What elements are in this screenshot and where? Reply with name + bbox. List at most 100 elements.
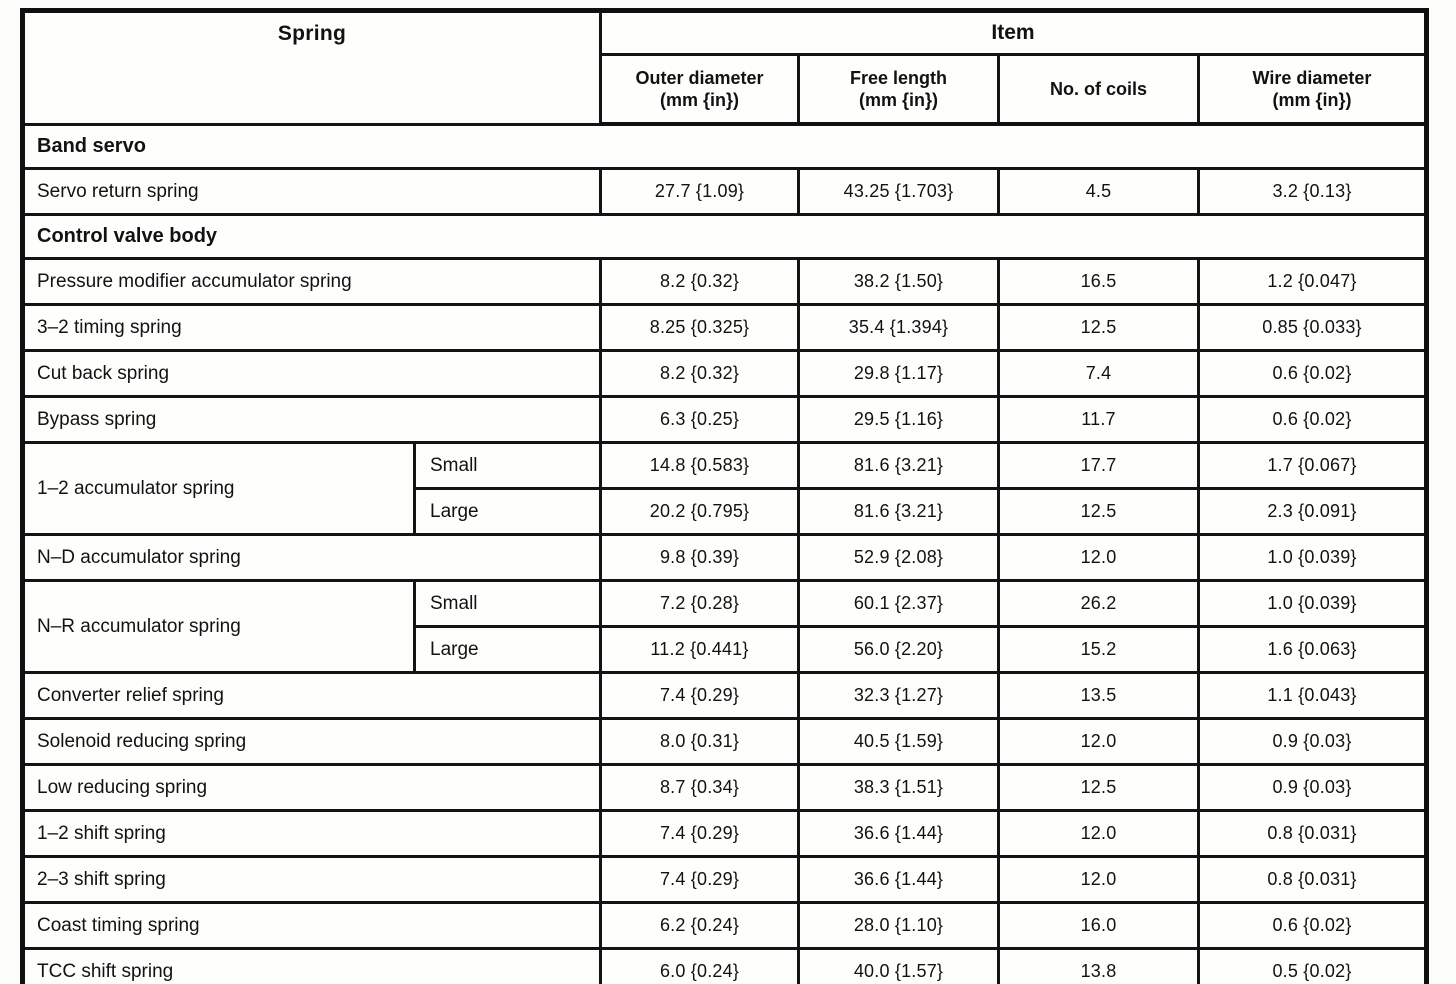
wire-diameter-cell: 1.7 {0.067} [1197, 441, 1428, 490]
spring-name-cell: Cut back spring [21, 349, 602, 398]
spring-name-cell: Coast timing spring [21, 901, 602, 950]
free-length-cell: 28.0 {1.10} [797, 901, 1000, 950]
wire-diameter-header: Wire diameter (mm {in}) [1197, 53, 1428, 126]
section-row: Control valve body [21, 213, 1428, 260]
no-of-coils-cell: 12.0 [997, 533, 1200, 582]
free-length-label: Free length [849, 67, 947, 88]
no-of-coils-label: No. of coils [1049, 78, 1147, 99]
table-row: Servo return spring 27.7 {1.09} 43.25 {1… [21, 167, 1428, 216]
free-length-cell: 81.6 {3.21} [797, 441, 1000, 490]
free-length-cell: 40.5 {1.59} [797, 717, 1000, 766]
no-of-coils-cell: 13.5 [997, 671, 1200, 720]
wire-diameter-cell: 0.85 {0.033} [1197, 303, 1428, 352]
wire-diameter-cell: 2.3 {0.091} [1197, 487, 1428, 536]
spring-name-cell: 2–3 shift spring [21, 855, 602, 904]
wire-diameter-cell: 0.5 {0.02} [1197, 947, 1428, 984]
wire-diameter-label: Wire diameter [1252, 67, 1372, 88]
no-of-coils-cell: 17.7 [997, 441, 1200, 490]
spring-column-header: Spring [21, 9, 602, 126]
no-of-coils-cell: 16.5 [997, 257, 1200, 306]
table-row: N–R accumulator spring Small 7.2 {0.28} … [21, 579, 1428, 674]
wire-diameter-cell: 0.9 {0.03} [1197, 763, 1428, 812]
no-of-coils-cell: 12.5 [997, 303, 1200, 352]
free-length-cell: 32.3 {1.27} [797, 671, 1000, 720]
table-row: 2–3 shift spring 7.4 {0.29} 36.6 {1.44} … [21, 855, 1428, 904]
table-row: Large 20.2 {0.795} 81.6 {3.21} 12.5 2.3 … [23, 487, 1428, 536]
wire-diameter-cell: 1.0 {0.039} [1197, 533, 1428, 582]
spring-name-cell: TCC shift spring [21, 947, 602, 984]
wire-diameter-cell: 0.8 {0.031} [1197, 855, 1428, 904]
spring-name-cell: Servo return spring [21, 167, 602, 216]
wire-diameter-cell: 1.0 {0.039} [1197, 579, 1428, 628]
no-of-coils-cell: 12.5 [997, 763, 1200, 812]
outer-diameter-cell: 7.4 {0.29} [599, 809, 800, 858]
outer-diameter-header: Outer diameter (mm {in}) [599, 53, 800, 126]
no-of-coils-cell: 16.0 [997, 901, 1200, 950]
no-of-coils-header: No. of coils [997, 53, 1200, 126]
outer-diameter-cell: 14.8 {0.583} [599, 441, 800, 490]
table-row: 3–2 timing spring 8.25 {0.325} 35.4 {1.3… [21, 303, 1428, 352]
wire-diameter-cell: 1.2 {0.047} [1197, 257, 1428, 306]
free-length-cell: 43.25 {1.703} [797, 167, 1000, 216]
no-of-coils-cell: 12.0 [997, 809, 1200, 858]
outer-diameter-cell: 7.2 {0.28} [599, 579, 800, 628]
outer-diameter-label: Outer diameter [635, 67, 764, 88]
outer-diameter-cell: 8.7 {0.34} [599, 763, 800, 812]
spring-spec-table: Spring Item Outer diameter (mm {in}) Fre… [20, 8, 1429, 984]
no-of-coils-cell: 12.0 [997, 717, 1200, 766]
no-of-coils-cell: 15.2 [997, 625, 1200, 674]
free-length-cell: 36.6 {1.44} [797, 855, 1000, 904]
free-length-cell: 52.9 {2.08} [797, 533, 1000, 582]
table-row: Low reducing spring 8.7 {0.34} 38.3 {1.5… [21, 763, 1428, 812]
spring-size-cell: Small [413, 579, 602, 628]
wire-diameter-cell: 1.1 {0.043} [1197, 671, 1428, 720]
spring-name-cell: N–R accumulator spring [21, 579, 416, 674]
wire-diameter-cell: 0.6 {0.02} [1197, 349, 1428, 398]
free-length-unit: (mm {in}) [858, 90, 938, 110]
table-row: Pressure modifier accumulator spring 8.2… [21, 257, 1428, 306]
table-row: 1–2 shift spring 7.4 {0.29} 36.6 {1.44} … [21, 809, 1428, 858]
spring-name-cell: N–D accumulator spring [21, 533, 602, 582]
wire-diameter-cell: 0.8 {0.031} [1197, 809, 1428, 858]
free-length-cell: 81.6 {3.21} [797, 487, 1000, 536]
spring-size-cell: Large [413, 625, 602, 674]
no-of-coils-cell: 4.5 [997, 167, 1200, 216]
spring-name-cell: Bypass spring [21, 395, 602, 444]
outer-diameter-unit: (mm {in}) [659, 90, 739, 110]
header-row-top: Spring Item [21, 9, 1428, 126]
free-length-cell: 29.5 {1.16} [797, 395, 1000, 444]
free-length-header: Free length (mm {in}) [797, 53, 1000, 126]
outer-diameter-cell: 8.2 {0.32} [599, 349, 800, 398]
spring-size-cell: Large [413, 487, 602, 536]
no-of-coils-cell: 11.7 [997, 395, 1200, 444]
wire-diameter-cell: 0.9 {0.03} [1197, 717, 1428, 766]
table-row: Large 11.2 {0.441} 56.0 {2.20} 15.2 1.6 … [23, 625, 1428, 674]
outer-diameter-cell: 9.8 {0.39} [599, 533, 800, 582]
wire-diameter-cell: 0.6 {0.02} [1197, 395, 1428, 444]
free-length-cell: 38.2 {1.50} [797, 257, 1000, 306]
table-row: TCC shift spring 6.0 {0.24} 40.0 {1.57} … [21, 947, 1428, 984]
free-length-cell: 38.3 {1.51} [797, 763, 1000, 812]
spring-name-cell: Low reducing spring [21, 763, 602, 812]
spring-size-cell: Small [413, 441, 602, 490]
outer-diameter-cell: 6.0 {0.24} [599, 947, 800, 984]
no-of-coils-cell: 12.5 [997, 487, 1200, 536]
spring-name-cell: 1–2 accumulator spring [21, 441, 416, 536]
free-length-cell: 35.4 {1.394} [797, 303, 1000, 352]
outer-diameter-cell: 6.3 {0.25} [599, 395, 800, 444]
table-row: Coast timing spring 6.2 {0.24} 28.0 {1.1… [21, 901, 1428, 950]
wire-diameter-unit: (mm {in}) [1272, 90, 1352, 110]
spring-name-cell: Converter relief spring [21, 671, 602, 720]
outer-diameter-cell: 11.2 {0.441} [599, 625, 800, 674]
section-label: Band servo [21, 122, 1428, 170]
outer-diameter-cell: 7.4 {0.29} [599, 855, 800, 904]
free-length-cell: 56.0 {2.20} [797, 625, 1000, 674]
free-length-cell: 40.0 {1.57} [797, 947, 1000, 984]
table-row: N–D accumulator spring 9.8 {0.39} 52.9 {… [21, 533, 1428, 582]
section-label: Control valve body [21, 213, 1428, 260]
table-row: Bypass spring 6.3 {0.25} 29.5 {1.16} 11.… [21, 395, 1428, 444]
outer-diameter-cell: 20.2 {0.795} [599, 487, 800, 536]
outer-diameter-cell: 8.2 {0.32} [599, 257, 800, 306]
outer-diameter-cell: 7.4 {0.29} [599, 671, 800, 720]
table-row: Solenoid reducing spring 8.0 {0.31} 40.5… [21, 717, 1428, 766]
